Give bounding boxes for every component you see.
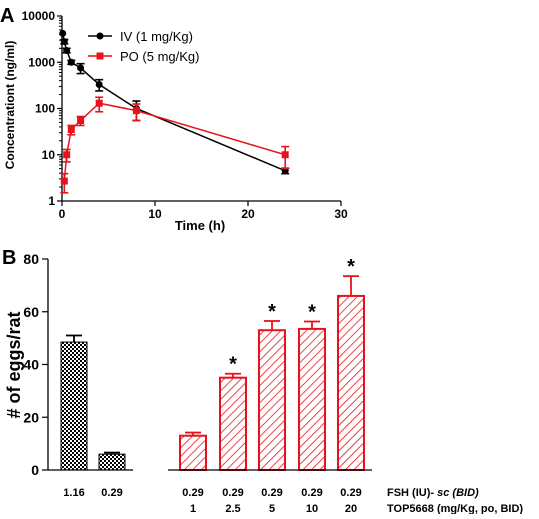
y-tick-label: 10000 bbox=[22, 9, 56, 23]
y-tick-label: 40 bbox=[23, 357, 39, 373]
legend-label: PO (5 mg/Kg) bbox=[120, 49, 199, 64]
data-point bbox=[60, 38, 68, 46]
legend-item-po: PO (5 mg/Kg) bbox=[88, 49, 199, 64]
top5668-dose-label: 20 bbox=[345, 503, 357, 514]
panel-b-ylabel: # of eggs/rat bbox=[4, 311, 24, 418]
significance-star: * bbox=[308, 302, 316, 324]
significance-star: * bbox=[229, 354, 237, 376]
fsh-dose-label: 0.29 bbox=[301, 487, 322, 499]
panel-a: A Concentrationt (ng/ml) 110100100010000… bbox=[0, 5, 348, 233]
y-tick-label: 60 bbox=[23, 304, 39, 320]
bar-group bbox=[98, 451, 126, 471]
bar bbox=[60, 341, 88, 471]
fsh-dose-label: 0.29 bbox=[182, 487, 203, 499]
panel-b-row-labels: FSH (IU)- sc (BID) TOP5668 (mg/Kg, po, B… bbox=[387, 487, 523, 515]
legend-marker bbox=[96, 52, 104, 60]
bar bbox=[179, 434, 207, 471]
fsh-row-label-text: FSH (IU)- bbox=[387, 487, 437, 499]
y-tick-label: 1 bbox=[48, 194, 55, 208]
x-tick-label: 0 bbox=[59, 207, 66, 221]
panel-a-xlabel: Time (h) bbox=[175, 218, 225, 233]
bar bbox=[98, 453, 126, 471]
panel-a-label: A bbox=[0, 5, 14, 27]
fsh-row-label-italic: sc (BID) bbox=[437, 487, 479, 499]
y-tick-label: 1000 bbox=[28, 55, 55, 69]
panel-b-category-labels: 1.16 0.29 0.29 1 0.29 2.5 0.29 5 0.29 10 0.29 20 bbox=[63, 487, 361, 515]
panel-a-ylabel: Concentrationt (ng/ml) bbox=[3, 41, 17, 170]
y-tick-label: 100 bbox=[35, 102, 55, 116]
data-point bbox=[132, 107, 140, 115]
panel-a-y-ticks: 1 10 100 1000 10000 bbox=[22, 9, 62, 208]
series-po bbox=[60, 96, 290, 194]
significance-star: * bbox=[347, 256, 355, 278]
data-point bbox=[63, 46, 71, 54]
y-tick-label: 80 bbox=[23, 251, 39, 267]
bar bbox=[337, 294, 365, 471]
x-tick-label: 10 bbox=[148, 207, 162, 221]
panel-b-label: B bbox=[2, 247, 16, 269]
data-point bbox=[59, 29, 67, 37]
bar bbox=[298, 327, 326, 471]
panel-b-y-ticks: 0 20 40 60 80 bbox=[23, 251, 48, 478]
fsh-dose-label: 1.16 bbox=[63, 487, 84, 499]
data-point bbox=[77, 117, 85, 125]
y-tick-label: 10 bbox=[42, 148, 56, 162]
data-point bbox=[67, 126, 75, 134]
bar bbox=[258, 329, 286, 471]
y-tick-label: 0 bbox=[31, 462, 39, 478]
top5668-dose-label: 10 bbox=[306, 503, 318, 514]
top5668-row-label: TOP5668 (mg/Kg, po, BID) bbox=[387, 503, 523, 514]
panel-a-x-ticks: 0 10 20 30 bbox=[59, 201, 348, 221]
legend-label: IV (1 mg/Kg) bbox=[120, 29, 193, 44]
x-tick-label: 20 bbox=[241, 207, 255, 221]
bar-group: * bbox=[298, 302, 326, 471]
legend-marker bbox=[96, 32, 104, 40]
bar-group: * bbox=[337, 256, 365, 471]
data-point bbox=[67, 58, 75, 66]
fsh-dose-label: 0.29 bbox=[222, 487, 243, 499]
panel-b-bars: * * * * bbox=[48, 256, 372, 471]
fsh-dose-label: 0.29 bbox=[261, 487, 282, 499]
data-point bbox=[60, 177, 68, 185]
bar-group bbox=[60, 334, 88, 471]
bar-group bbox=[179, 431, 207, 471]
y-tick-label: 20 bbox=[23, 409, 39, 425]
fsh-row-label: FSH (IU)- sc (BID) bbox=[387, 487, 479, 499]
bar-group: * bbox=[219, 354, 247, 471]
top5668-dose-label: 5 bbox=[269, 503, 275, 514]
fsh-dose-label: 0.29 bbox=[101, 487, 122, 499]
panel-a-legend: IV (1 mg/Kg) PO (5 mg/Kg) bbox=[88, 29, 199, 64]
fsh-dose-label: 0.29 bbox=[340, 487, 361, 499]
panel-b: B # of eggs/rat 0 20 40 60 80 * * * * 1.16 0.29 0… bbox=[2, 247, 523, 515]
top5668-dose-label: 1 bbox=[190, 503, 196, 514]
significance-star: * bbox=[268, 301, 276, 323]
legend-item-iv: IV (1 mg/Kg) bbox=[88, 29, 193, 44]
bar-group: * bbox=[258, 301, 286, 471]
data-point bbox=[95, 81, 103, 89]
x-tick-label: 30 bbox=[334, 207, 348, 221]
data-point bbox=[77, 64, 85, 72]
data-point bbox=[281, 151, 289, 159]
panel-a-series bbox=[59, 29, 290, 194]
data-point bbox=[95, 99, 103, 107]
bar bbox=[219, 376, 247, 471]
data-point bbox=[63, 151, 71, 159]
top5668-dose-label: 2.5 bbox=[225, 503, 240, 514]
series-line bbox=[63, 102, 286, 182]
panel-a-axes bbox=[61, 16, 341, 202]
